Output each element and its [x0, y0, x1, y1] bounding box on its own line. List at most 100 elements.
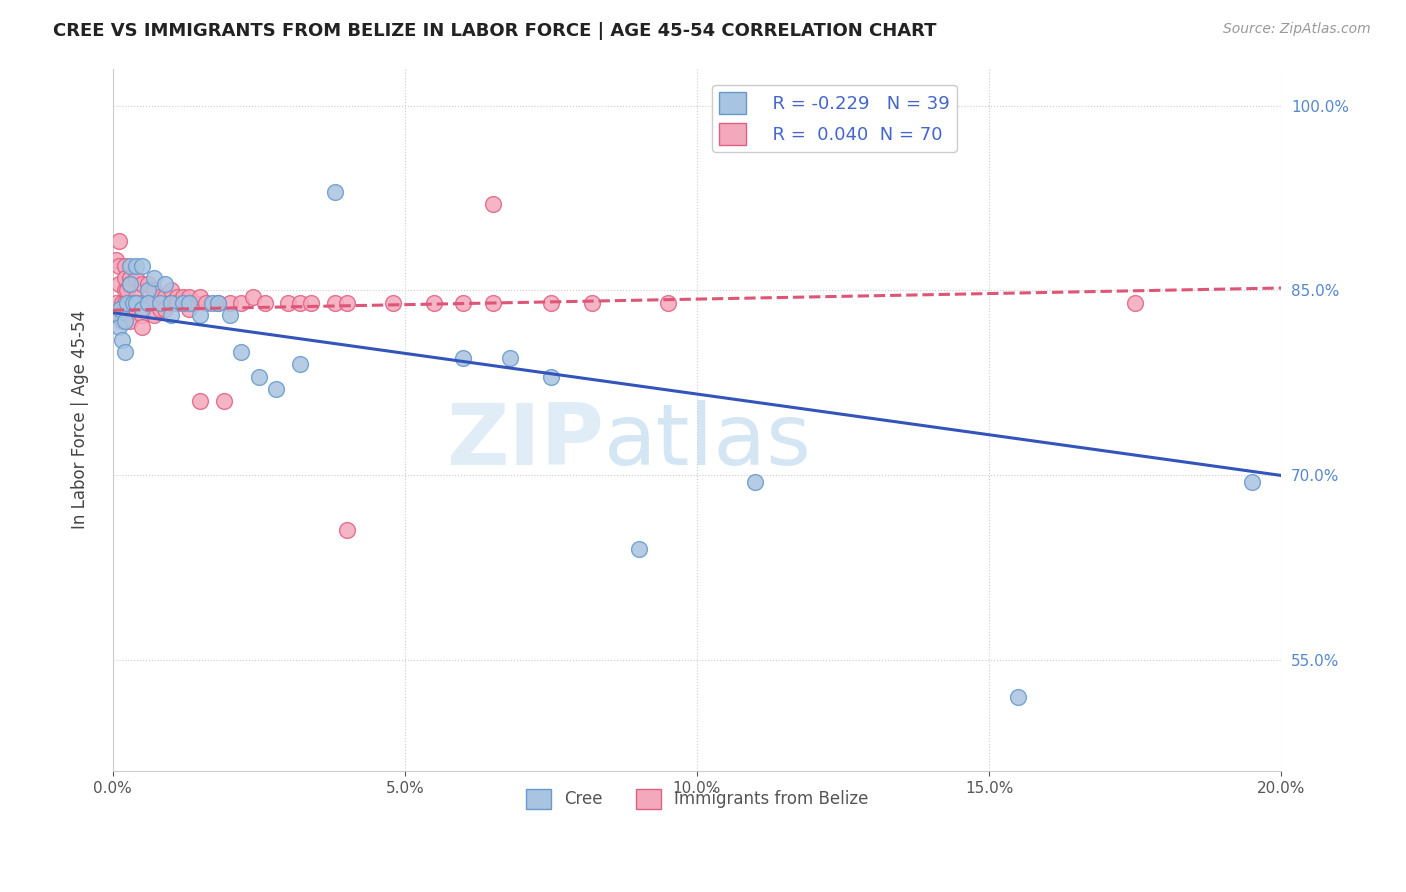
Point — [125, 271, 148, 285]
Point — [148, 301, 170, 316]
Point — [247, 369, 270, 384]
Point — [335, 523, 357, 537]
Point — [136, 284, 159, 298]
Point — [540, 369, 562, 384]
Point — [160, 284, 183, 298]
Y-axis label: In Labor Force | Age 45-54: In Labor Force | Age 45-54 — [72, 310, 89, 530]
Point — [160, 295, 183, 310]
Point — [190, 308, 212, 322]
Point — [453, 351, 475, 366]
Point — [183, 295, 205, 310]
Point — [288, 358, 311, 372]
Point — [172, 295, 194, 310]
Point — [148, 290, 170, 304]
Point — [581, 295, 603, 310]
Point — [155, 277, 177, 292]
Point — [335, 295, 357, 310]
Point — [266, 382, 288, 396]
Point — [481, 295, 503, 310]
Point — [120, 295, 142, 310]
Point — [218, 295, 240, 310]
Point — [110, 314, 132, 328]
Point — [131, 308, 153, 322]
Point — [218, 308, 240, 322]
Point — [242, 290, 264, 304]
Point — [117, 295, 139, 310]
Point — [453, 295, 475, 310]
Text: atlas: atlas — [603, 400, 811, 483]
Text: CREE VS IMMIGRANTS FROM BELIZE IN LABOR FORCE | AGE 45-54 CORRELATION CHART: CREE VS IMMIGRANTS FROM BELIZE IN LABOR … — [53, 22, 936, 40]
Point — [125, 301, 148, 316]
Point — [201, 295, 224, 310]
Point — [142, 295, 165, 310]
Point — [120, 277, 142, 292]
Point — [110, 295, 132, 310]
Point — [231, 295, 253, 310]
Point — [160, 295, 183, 310]
Point — [166, 295, 188, 310]
Point — [107, 308, 129, 322]
Point — [212, 394, 235, 409]
Point — [120, 314, 142, 328]
Point — [117, 284, 139, 298]
Point — [114, 271, 136, 285]
Point — [190, 394, 212, 409]
Point — [423, 295, 446, 310]
Point — [155, 290, 177, 304]
Point — [107, 259, 129, 273]
Point — [136, 295, 159, 310]
Point — [744, 475, 766, 489]
Point — [166, 290, 188, 304]
Text: Source: ZipAtlas.com: Source: ZipAtlas.com — [1223, 22, 1371, 37]
Point — [107, 308, 129, 322]
Point — [120, 259, 142, 273]
Point — [104, 295, 127, 310]
Point — [627, 542, 650, 557]
Point — [1123, 295, 1146, 310]
Point — [301, 295, 323, 310]
Point — [131, 301, 153, 316]
Point — [131, 295, 153, 310]
Point — [1240, 475, 1263, 489]
Point — [131, 277, 153, 292]
Point — [155, 301, 177, 316]
Point — [253, 295, 276, 310]
Point — [114, 314, 136, 328]
Point — [207, 295, 229, 310]
Point — [114, 295, 136, 310]
Point — [142, 271, 165, 285]
Point — [231, 345, 253, 359]
Point — [131, 320, 153, 334]
Point — [114, 345, 136, 359]
Point — [288, 295, 311, 310]
Legend: Cree, Immigrants from Belize: Cree, Immigrants from Belize — [519, 782, 875, 816]
Point — [120, 271, 142, 285]
Point — [160, 295, 183, 310]
Point — [172, 290, 194, 304]
Point — [177, 301, 200, 316]
Point — [122, 295, 145, 310]
Point — [190, 290, 212, 304]
Point — [142, 284, 165, 298]
Point — [125, 295, 148, 310]
Point — [107, 234, 129, 248]
Point — [136, 277, 159, 292]
Point — [136, 295, 159, 310]
Point — [172, 295, 194, 310]
Point — [114, 284, 136, 298]
Point — [177, 290, 200, 304]
Text: ZIP: ZIP — [446, 400, 603, 483]
Point — [540, 295, 562, 310]
Point — [142, 308, 165, 322]
Point — [114, 259, 136, 273]
Point — [499, 351, 522, 366]
Point — [177, 295, 200, 310]
Point — [1007, 690, 1029, 705]
Point — [136, 295, 159, 310]
Point — [107, 277, 129, 292]
Point — [148, 295, 170, 310]
Point — [125, 290, 148, 304]
Point — [195, 295, 218, 310]
Point — [107, 320, 129, 334]
Point — [657, 295, 679, 310]
